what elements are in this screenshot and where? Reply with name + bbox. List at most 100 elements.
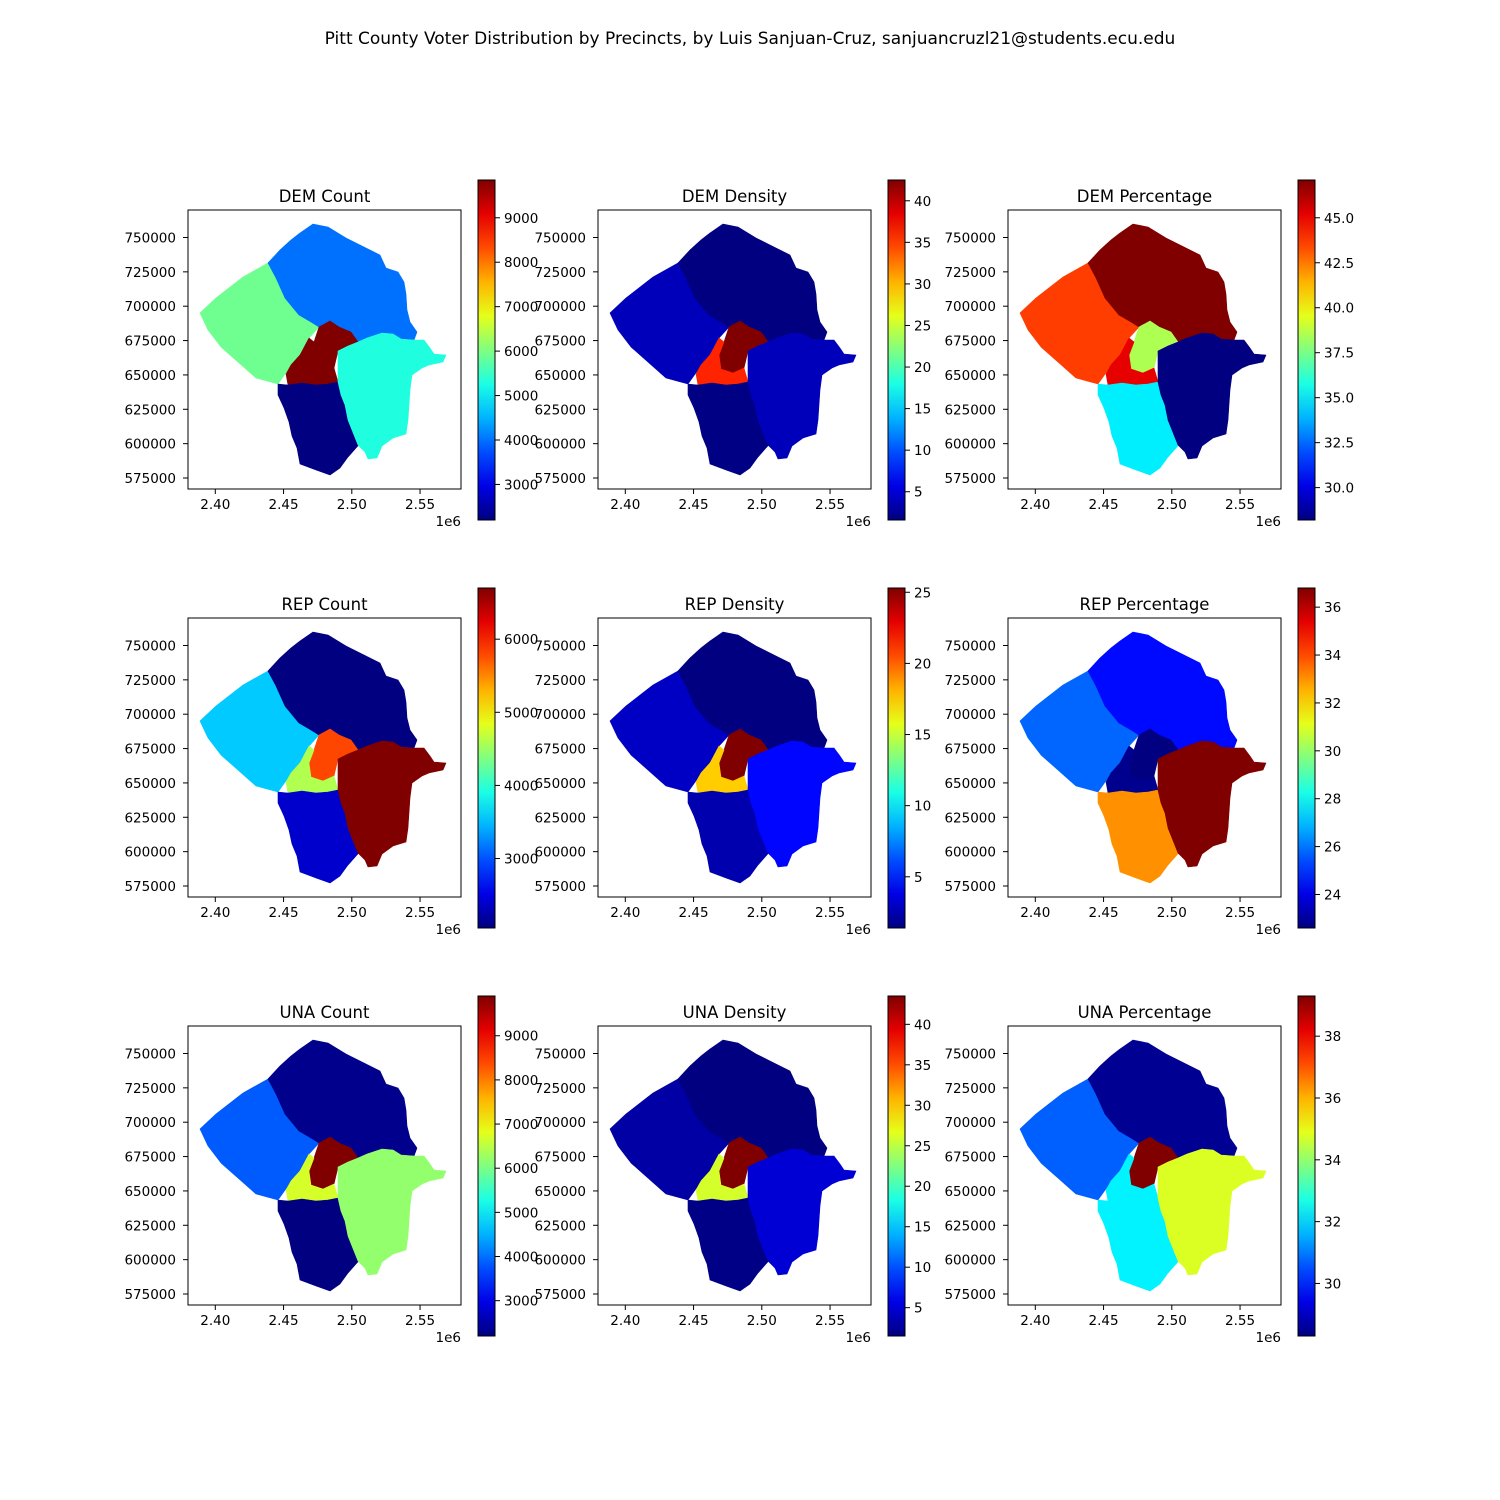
una-count-region-south — [277, 1197, 364, 1292]
una-density-y-tick-label: 750000 — [534, 1046, 586, 1062]
rep-percentage-x-tick-label: 2.45 — [1089, 905, 1119, 921]
dem-density-y-tick-label: 675000 — [534, 334, 586, 350]
dem-density-y-tick-label: 600000 — [534, 437, 586, 453]
rep-percentage-y-tick-label: 725000 — [944, 673, 996, 689]
una-count-title: UNA Count — [280, 1003, 370, 1022]
rep-percentage-y-tick-label: 575000 — [944, 879, 996, 895]
dem-count-y-tick-label: 750000 — [124, 230, 176, 246]
rep-count-axes-frame — [187, 617, 462, 898]
una-density-x-tick-label: 2.50 — [747, 1313, 777, 1329]
rep-density-axes-frame — [597, 617, 872, 898]
una-count-x-tick-label: 2.50 — [337, 1313, 367, 1329]
una-density-y-tick-label: 675000 — [534, 1150, 586, 1166]
una-density-colorbar-gradient — [887, 995, 906, 1337]
una-count-map — [199, 1039, 447, 1292]
dem-percentage-y-tick-label: 675000 — [944, 334, 996, 350]
rep-count-y-tick-label: 675000 — [124, 742, 176, 758]
una-density-colorbar-tick-label: 40 — [914, 1017, 931, 1033]
una-density-colorbar: 40 35 30 25 20 15 10 5 — [887, 995, 931, 1337]
rep-count-y-tick-label: 650000 — [124, 776, 176, 792]
una-count-colorbar-tick-label: 6000 — [504, 1161, 538, 1177]
rep-count-colorbar-tick-label: 3000 — [504, 852, 538, 868]
rep-percentage-colorbar: 36 34 32 30 28 26 24 — [1297, 587, 1341, 929]
dem-percentage-colorbar-tick-label: 32.5 — [1324, 436, 1354, 452]
dem-percentage-y-tick-label: 700000 — [944, 299, 996, 315]
una-density-y-tick-label: 725000 — [534, 1081, 586, 1097]
rep-count-region-east — [337, 740, 447, 868]
dem-percentage-colorbar-tick-label: 40.0 — [1324, 301, 1354, 317]
rep-count-colorbar-tick-label: 5000 — [504, 705, 538, 721]
una-density-colorbar-tick-label: 25 — [914, 1139, 931, 1155]
rep-density-colorbar-tick-label: 20 — [914, 656, 931, 672]
dem-density-title: DEM Density — [682, 187, 788, 206]
una-percentage-map — [1019, 1039, 1267, 1292]
rep-count-x-tick-label: 2.50 — [337, 905, 367, 921]
una-density-axes-frame — [597, 1025, 872, 1306]
dem-percentage-colorbar-tick-label: 37.5 — [1324, 346, 1354, 362]
dem-percentage-region-east — [1157, 332, 1267, 460]
rep-density-y-tick-label: 675000 — [534, 742, 586, 758]
dem-density-colorbar-gradient — [887, 179, 906, 521]
dem-percentage-region-northwest — [1019, 262, 1140, 385]
dem-percentage-colorbar-tick-label: 42.5 — [1324, 256, 1354, 272]
dem-density-map — [609, 223, 857, 476]
una-percentage-x-tick-label: 2.50 — [1157, 1313, 1187, 1329]
dem-density-colorbar-tick-label: 40 — [914, 194, 931, 210]
rep-count-x-tick-label: 2.55 — [405, 905, 435, 921]
dem-count-x-offset-label: 1e6 — [436, 514, 461, 530]
una-density-colorbar-tick-label: 30 — [914, 1098, 931, 1114]
una-count-colorbar-tick-label: 8000 — [504, 1073, 538, 1089]
una-percentage-x-offset-label: 1e6 — [1256, 1330, 1281, 1346]
dem-count-colorbar-tick-label: 3000 — [504, 477, 538, 493]
dem-density-colorbar-tick-label: 20 — [914, 360, 931, 376]
dem-percentage-x-offset-label: 1e6 — [1256, 514, 1281, 530]
rep-percentage-colorbar-tick-label: 34 — [1324, 648, 1341, 664]
dem-count-colorbar-tick-label: 6000 — [504, 344, 538, 360]
rep-count-y-tick-label: 700000 — [124, 707, 176, 723]
dem-density-x-tick-label: 2.40 — [610, 497, 640, 513]
dem-count-y-tick-label: 675000 — [124, 334, 176, 350]
una-density-x-tick-label: 2.45 — [679, 1313, 709, 1329]
una-percentage-x-tick-label: 2.40 — [1020, 1313, 1050, 1329]
una-count-y-tick-label: 675000 — [124, 1150, 176, 1166]
dem-count-y-tick-label: 650000 — [124, 368, 176, 384]
una-percentage-colorbar-tick-label: 32 — [1324, 1215, 1341, 1231]
dem-count-colorbar-tick-label: 8000 — [504, 255, 538, 271]
rep-density-map — [609, 631, 857, 884]
dem-density-region-northwest — [609, 262, 730, 385]
dem-percentage-colorbar-tick-label: 30.0 — [1324, 481, 1354, 497]
una-density-title: UNA Density — [683, 1003, 787, 1022]
rep-percentage-colorbar-tick-label: 26 — [1324, 840, 1341, 856]
rep-count-y-tick-label: 725000 — [124, 673, 176, 689]
rep-count-x-offset-label: 1e6 — [436, 922, 461, 938]
dem-density-y-tick-label: 700000 — [534, 299, 586, 315]
una-count-colorbar-gradient — [477, 995, 496, 1337]
una-density-colorbar-tick-label: 15 — [914, 1220, 931, 1236]
una-count-colorbar: 9000 8000 7000 6000 5000 4000 3000 — [477, 995, 538, 1337]
rep-density-title: REP Density — [685, 595, 785, 614]
rep-percentage-region-south — [1097, 789, 1184, 884]
una-percentage-y-tick-label: 750000 — [944, 1046, 996, 1062]
rep-density-colorbar-tick-label: 5 — [914, 870, 923, 886]
una-density-x-tick-label: 2.55 — [815, 1313, 845, 1329]
una-percentage-colorbar-tick-label: 38 — [1324, 1029, 1341, 1045]
una-density-y-tick-label: 600000 — [534, 1253, 586, 1269]
rep-percentage-y-tick-label: 700000 — [944, 707, 996, 723]
rep-density-y-tick-label: 750000 — [534, 638, 586, 654]
rep-density-x-tick-label: 2.55 — [815, 905, 845, 921]
dem-density-colorbar-tick-label: 35 — [914, 235, 931, 251]
rep-percentage-colorbar-tick-label: 36 — [1324, 600, 1341, 616]
rep-density-region-south — [687, 789, 774, 884]
dem-percentage-y-tick-label: 600000 — [944, 437, 996, 453]
rep-count-region-northwest — [199, 670, 320, 793]
dem-density-colorbar-tick-label: 25 — [914, 318, 931, 334]
rep-count-y-tick-label: 625000 — [124, 810, 176, 826]
una-count-axes-frame — [187, 1025, 462, 1306]
dem-percentage-x-tick-label: 2.40 — [1020, 497, 1050, 513]
figure-title: Pitt County Voter Distribution by Precin… — [325, 29, 1176, 49]
